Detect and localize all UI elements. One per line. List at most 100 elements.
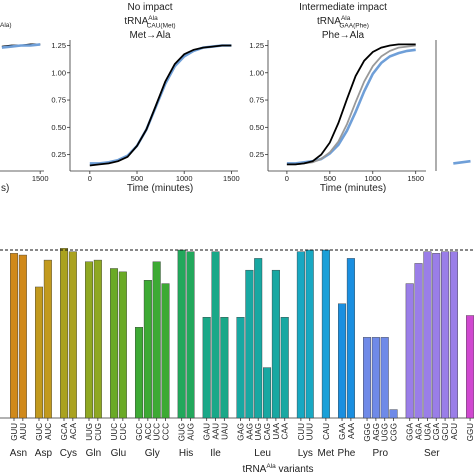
group-label: Leu: [254, 448, 271, 459]
bar: [346, 258, 355, 419]
bar: [202, 317, 211, 419]
y-tick-label: 1.25: [249, 41, 264, 50]
bar: [389, 409, 398, 419]
panel-title: Intermediate impact: [299, 2, 387, 13]
group-label: Ile: [210, 448, 221, 459]
bar: [134, 327, 143, 419]
y-tick-label: 0.50: [51, 123, 66, 132]
x-tick-label: GUC: [35, 423, 44, 441]
bar: [280, 317, 289, 419]
bar: [60, 248, 69, 419]
text-sub: CAU(Met): [147, 23, 176, 30]
bar: [236, 317, 245, 419]
bar: [161, 283, 170, 419]
x-axis-label: Time (minutes): [320, 183, 386, 194]
group-label: Gly: [145, 448, 160, 459]
text-base: tRNA: [317, 16, 341, 27]
x-tick-label: 500: [131, 174, 144, 183]
x-tick-label: 1500: [223, 174, 240, 183]
bar: [405, 283, 414, 419]
text-sup: Ala: [148, 15, 158, 22]
bar: [18, 254, 27, 419]
x-tick-label: AGG: [372, 423, 381, 441]
series-line: [1, 43, 41, 49]
x-tick-label: AAG: [245, 423, 254, 440]
x-tick-label: GCC: [135, 423, 144, 441]
group-label: Gln: [86, 448, 102, 459]
group-label: Lys: [298, 448, 313, 459]
bar: [211, 251, 220, 419]
y-tick-label: 0.50: [249, 123, 264, 132]
x-tick-label: GCU: [441, 423, 450, 441]
x-tick-label: AAU: [212, 423, 221, 440]
bar: [449, 251, 458, 419]
text-rest: variants: [276, 464, 314, 474]
x-tick-label: AAA: [347, 422, 356, 439]
bar: [338, 303, 347, 419]
series-line: [453, 159, 471, 165]
x-tick-label: CUC: [119, 423, 128, 441]
x-tick-label: 500: [324, 174, 337, 183]
y-tick-label: 1.25: [51, 41, 66, 50]
x-tick-label: 1500: [407, 174, 424, 183]
group-label: Cys: [60, 448, 77, 459]
x-tick-label: AUU: [19, 423, 28, 440]
bar: [263, 367, 272, 419]
x-tick-label: GCA: [60, 422, 69, 440]
x-tick-label: CGG: [390, 423, 399, 441]
x-tick-label: 1000: [364, 174, 381, 183]
x-tick-label: CCC: [162, 423, 171, 441]
x-tick-label: UUU: [306, 423, 315, 441]
group-label: Phe: [338, 448, 356, 459]
bar: [152, 261, 161, 419]
group-label: Asp: [35, 448, 53, 459]
x-tick-label: 0: [285, 174, 289, 183]
group-label: Ser: [424, 448, 440, 459]
bar: [68, 251, 77, 419]
x-axis-label: s): [1, 183, 9, 194]
x-tick-label: UGG: [381, 423, 390, 441]
bar: [296, 251, 305, 419]
x-tick-label: GGG: [363, 423, 372, 442]
x-tick-label: CAU: [322, 423, 331, 440]
bar: [432, 253, 441, 419]
x-tick-label: ACU: [450, 423, 459, 440]
x-tick-label: UUC: [110, 423, 119, 441]
x-tick-label: UUG: [85, 423, 94, 441]
panel-title-fragment: Ala): [0, 22, 12, 29]
x-tick-label: CGA: [432, 422, 441, 440]
x-tick-label: GGA: [406, 422, 415, 440]
bar: [43, 259, 52, 419]
text-sup: Ala: [266, 463, 276, 470]
bar: [271, 269, 280, 419]
x-tick-label: 0: [88, 174, 92, 183]
x-tick-label: CAA: [281, 422, 290, 439]
bar: [186, 251, 195, 419]
x-tick-label: UCC: [153, 423, 162, 441]
x-tick-label: ACA: [69, 422, 78, 439]
bar: [9, 253, 18, 419]
x-tick-label: GUU: [10, 423, 19, 441]
bar: [109, 268, 118, 419]
bar: [321, 249, 330, 419]
series-line: [89, 44, 232, 167]
bar: [305, 249, 314, 419]
panel-title: No impact: [127, 2, 172, 13]
group-label: Met: [318, 448, 335, 459]
series-line: [286, 44, 416, 166]
y-tick-label: 1.00: [51, 68, 66, 77]
x-tick-label: AUC: [44, 423, 53, 440]
text-base: tRNA: [242, 464, 266, 474]
x-tick-label: GAG: [237, 423, 246, 441]
bar: [35, 286, 44, 419]
bar: [466, 315, 474, 419]
bar: [371, 337, 380, 419]
y-tick-label: 0.25: [51, 150, 66, 159]
bar: [254, 258, 263, 419]
x-tick-label: ACC: [144, 423, 153, 440]
series-line: [286, 48, 416, 165]
bar: [177, 249, 186, 419]
y-tick-label: 0.75: [249, 96, 264, 105]
x-tick-label: AGA: [415, 422, 424, 440]
group-label: His: [179, 448, 193, 459]
